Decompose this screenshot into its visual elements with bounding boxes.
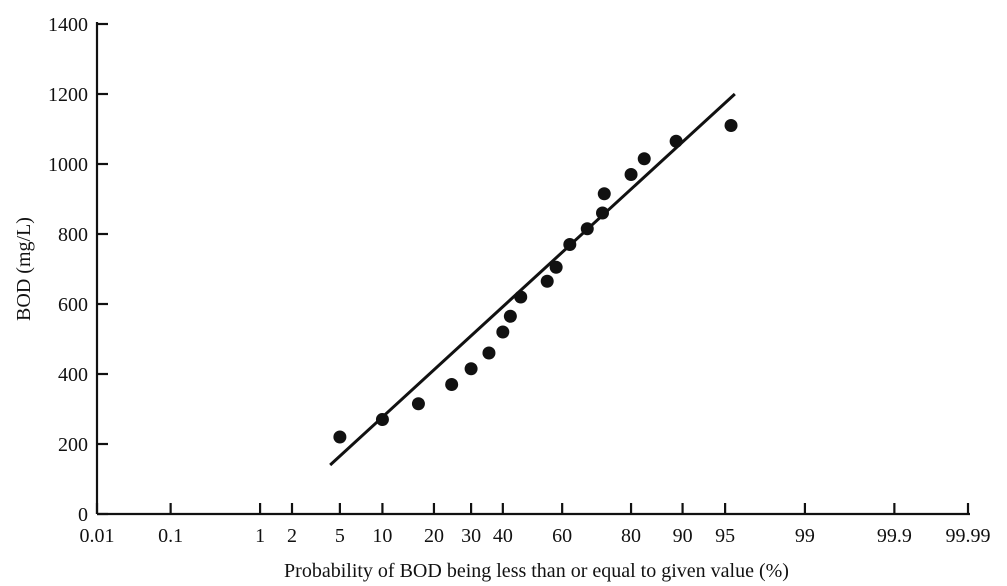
y-tick-label: 0 — [78, 504, 88, 526]
y-axis-title: BOD (mg/L) — [13, 217, 35, 321]
x-tick-label: 99 — [795, 525, 815, 547]
x-tick-label: 2 — [287, 525, 297, 547]
data-point — [563, 238, 577, 251]
data-point — [637, 152, 651, 166]
x-tick-label: 40 — [493, 525, 513, 547]
x-tick-label: 0.01 — [80, 525, 115, 547]
data-point — [724, 119, 738, 132]
x-tick-label: 99.99 — [946, 525, 991, 547]
x-tick-label: 90 — [673, 525, 693, 547]
data-points — [333, 119, 738, 444]
data-point — [624, 168, 638, 181]
data-point — [580, 222, 594, 236]
y-tick-label: 1400 — [48, 14, 88, 36]
y-tick-label: 1200 — [48, 84, 88, 106]
y-tick-label: 1000 — [48, 154, 88, 176]
data-point — [549, 260, 563, 274]
x-tick-label: 5 — [335, 525, 345, 547]
data-point — [540, 274, 554, 288]
x-tick-label: 0.1 — [158, 525, 183, 547]
x-axis-title: Probability of BOD being less than or eq… — [284, 560, 789, 582]
y-tick-label: 600 — [58, 294, 88, 316]
data-point — [597, 187, 611, 201]
x-tick-label: 1 — [255, 525, 265, 547]
data-point — [669, 134, 683, 148]
data-point — [496, 325, 510, 339]
y-tick-label: 200 — [58, 434, 88, 456]
data-point — [375, 413, 389, 426]
data-point — [482, 346, 496, 360]
x-tick-label: 99.9 — [877, 525, 912, 547]
data-point — [411, 397, 425, 411]
data-point — [445, 378, 459, 391]
fit-line — [329, 92, 736, 467]
data-point — [464, 362, 478, 376]
data-point — [333, 430, 347, 444]
x-tick-label: 20 — [424, 525, 444, 547]
data-point — [595, 206, 609, 220]
data-point — [503, 309, 517, 323]
y-tick-label: 800 — [58, 224, 88, 246]
plot-marks — [329, 92, 738, 467]
x-tick-label: 80 — [621, 525, 641, 547]
y-ticks: 0 200 400 600 800 1000 1200 1400 — [48, 14, 108, 526]
data-point — [514, 290, 528, 304]
axes — [95, 22, 970, 516]
x-tick-label: 10 — [372, 525, 392, 547]
x-tick-label: 60 — [552, 525, 572, 547]
x-ticks: 0.01 0.1 1 2 5 10 20 30 40 60 80 90 95 99 99.9 99.99 — [80, 503, 991, 547]
x-tick-label: 30 — [461, 525, 481, 547]
y-tick-label: 400 — [58, 364, 88, 386]
x-tick-label: 95 — [715, 525, 735, 547]
